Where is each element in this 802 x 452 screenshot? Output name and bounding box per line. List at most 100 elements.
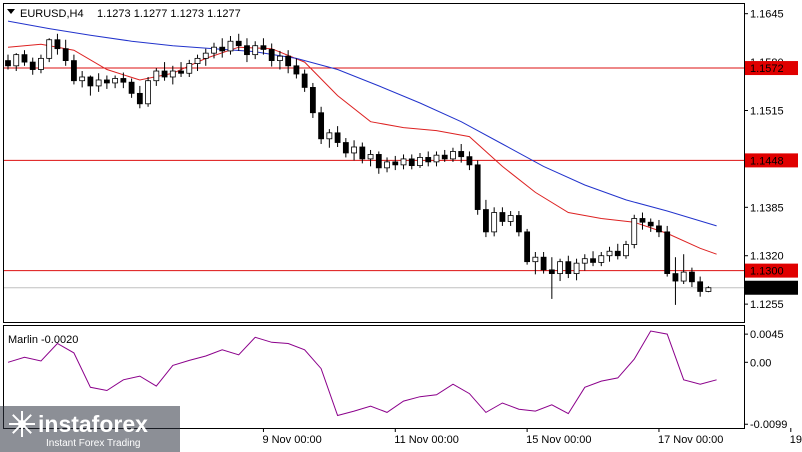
candle (309, 82, 316, 118)
candle (120, 72, 127, 89)
candle-body (441, 154, 448, 160)
candle (425, 151, 432, 167)
level-label: 1.1448 (750, 155, 784, 167)
time-tick-label: 17 Nov 00:00 (658, 434, 723, 446)
candle (21, 50, 28, 66)
candle (54, 33, 61, 55)
candle (301, 69, 308, 92)
candle-body (112, 78, 119, 84)
candle (623, 240, 629, 259)
candle (87, 75, 94, 96)
candle-body (120, 78, 127, 83)
candle (656, 219, 662, 238)
candle-body (524, 231, 531, 263)
candle (639, 212, 646, 230)
candle-body (400, 158, 407, 166)
candle (417, 152, 423, 168)
price-tick-label: 1.1515 (750, 105, 784, 117)
candle (128, 78, 135, 98)
logo-main-text: instaforex (38, 411, 148, 437)
candle-body (54, 39, 61, 50)
osc-tick-label: 0.0045 (750, 329, 784, 341)
fast-ma-line (7, 43, 717, 255)
candle-body (202, 52, 209, 59)
time-tick-label: 9 Nov 00:00 (262, 434, 321, 446)
candle (375, 151, 382, 174)
candle (606, 246, 613, 262)
level-label-bg (745, 153, 798, 168)
symbol-timeframe: EURUSD,H4 (20, 8, 84, 20)
candle (631, 214, 638, 249)
candle-body (268, 49, 275, 61)
candle-body (689, 271, 695, 283)
candle (194, 54, 201, 72)
candle-body (697, 281, 704, 292)
candle (277, 50, 283, 70)
candle (211, 42, 217, 59)
candle-body (548, 269, 555, 274)
candle (5, 54, 11, 70)
candle (235, 33, 242, 51)
candle-body (285, 55, 292, 67)
candle (62, 39, 69, 66)
candle-body (425, 157, 432, 163)
price-pane[interactable] (3, 3, 745, 323)
time-tick-label: 19 Nov 00:00 (790, 434, 802, 446)
candle-body (598, 255, 605, 263)
price-tick-label: 1.1255 (750, 299, 784, 311)
candle (145, 76, 151, 107)
candle (705, 286, 712, 293)
candle (268, 43, 275, 67)
candle-body (153, 70, 160, 82)
candle-body (623, 244, 629, 257)
candle-body (277, 55, 283, 61)
candle (359, 142, 366, 164)
candle-body (631, 218, 638, 245)
candle (178, 62, 184, 77)
candle (433, 151, 440, 167)
candle-body (21, 54, 28, 63)
candle-body (95, 79, 102, 87)
candle-body (136, 92, 143, 105)
candle (202, 48, 209, 66)
candle-body (211, 46, 217, 54)
candle-body (540, 256, 547, 271)
candle-body (359, 146, 366, 160)
candle-body (639, 218, 646, 223)
candle-body (557, 261, 563, 274)
candle (136, 85, 143, 109)
candle (565, 255, 572, 279)
candle-body (178, 70, 184, 74)
level-label: 1.1300 (750, 266, 784, 278)
candle-body (450, 151, 456, 160)
current-price-bg (745, 280, 798, 295)
candle-body (219, 46, 226, 52)
candle-body (466, 156, 473, 166)
dropdown-triangle-icon[interactable] (7, 9, 15, 14)
candle (507, 211, 514, 226)
candle (458, 144, 465, 163)
candle-body (392, 161, 399, 166)
candle-body (29, 61, 36, 70)
candle (79, 71, 86, 88)
candle (466, 151, 473, 171)
candle-body (705, 287, 712, 292)
candle (260, 38, 267, 55)
candle-body (515, 215, 522, 233)
logo-sub-text: Instant Forex Trading (46, 438, 141, 449)
candle (334, 126, 341, 147)
candle (573, 258, 580, 281)
candle (293, 58, 300, 79)
candle-body (252, 45, 259, 56)
candle-body (5, 60, 11, 67)
candle (548, 257, 555, 299)
candle-body (38, 57, 44, 70)
candle (46, 38, 53, 63)
candle (532, 251, 539, 275)
candle-body (573, 262, 580, 274)
price-tick-label: 1.1320 (750, 251, 784, 263)
candle (590, 251, 596, 267)
candle (367, 149, 374, 167)
candle (680, 254, 687, 285)
oscillator-axis: 0.0045 0.00 -0.0099 (744, 329, 787, 431)
